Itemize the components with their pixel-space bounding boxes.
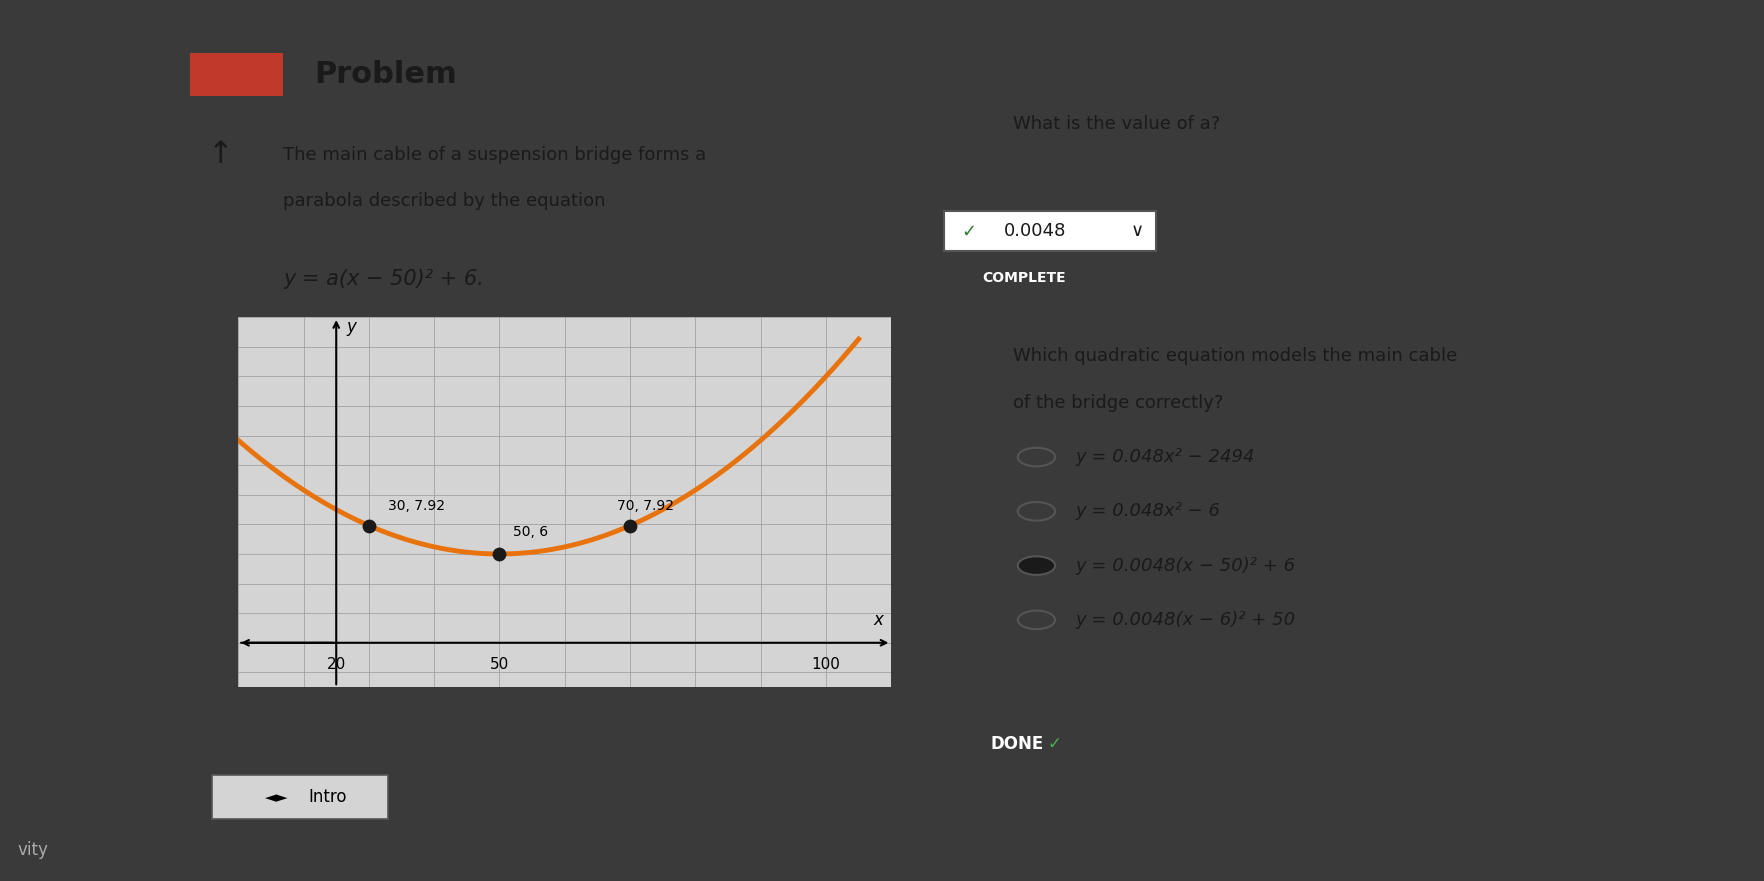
Text: ∨: ∨ [1131, 222, 1143, 241]
Text: y = 0.0048(x − 6)² + 50: y = 0.0048(x − 6)² + 50 [1074, 611, 1295, 629]
Text: 50, 6: 50, 6 [512, 525, 547, 539]
Bar [191, 54, 282, 97]
Text: What is the value of a?: What is the value of a? [1013, 115, 1219, 133]
Text: y = a(x − 50)² + 6.: y = a(x − 50)² + 6. [282, 269, 483, 289]
Point [485, 547, 513, 561]
Text: 100: 100 [811, 657, 840, 672]
Text: y = 0.048x² − 6: y = 0.048x² − 6 [1074, 502, 1219, 521]
Text: COMPLETE: COMPLETE [981, 270, 1065, 285]
Text: vity: vity [18, 840, 48, 859]
Text: ✓: ✓ [961, 222, 975, 241]
Text: Which quadratic equation models the main cable: Which quadratic equation models the main… [1013, 347, 1457, 366]
Text: y = 0.048x² − 2494: y = 0.048x² − 2494 [1074, 448, 1254, 466]
Text: 50: 50 [490, 657, 508, 672]
Text: DONE: DONE [990, 735, 1043, 752]
Text: The main cable of a suspension bridge forms a: The main cable of a suspension bridge fo… [282, 145, 706, 164]
Text: 20: 20 [326, 657, 346, 672]
Text: ◄►: ◄► [265, 789, 288, 805]
Text: ✓: ✓ [1048, 735, 1060, 752]
Text: y = 0.0048(x − 50)² + 6: y = 0.0048(x − 50)² + 6 [1074, 557, 1295, 574]
Text: 70, 7.92: 70, 7.92 [617, 499, 674, 513]
Text: ↑: ↑ [208, 140, 233, 169]
Text: Problem: Problem [314, 61, 457, 89]
Point [616, 519, 644, 533]
Text: of the bridge correctly?: of the bridge correctly? [1013, 394, 1222, 411]
Text: y: y [346, 318, 356, 336]
Text: x: x [873, 611, 882, 629]
Text: 0.0048: 0.0048 [1004, 222, 1065, 241]
Text: 30, 7.92: 30, 7.92 [388, 499, 445, 513]
Text: parabola described by the equation: parabola described by the equation [282, 192, 605, 211]
Circle shape [1018, 556, 1055, 575]
Point [355, 519, 383, 533]
Text: Intro: Intro [309, 788, 348, 806]
